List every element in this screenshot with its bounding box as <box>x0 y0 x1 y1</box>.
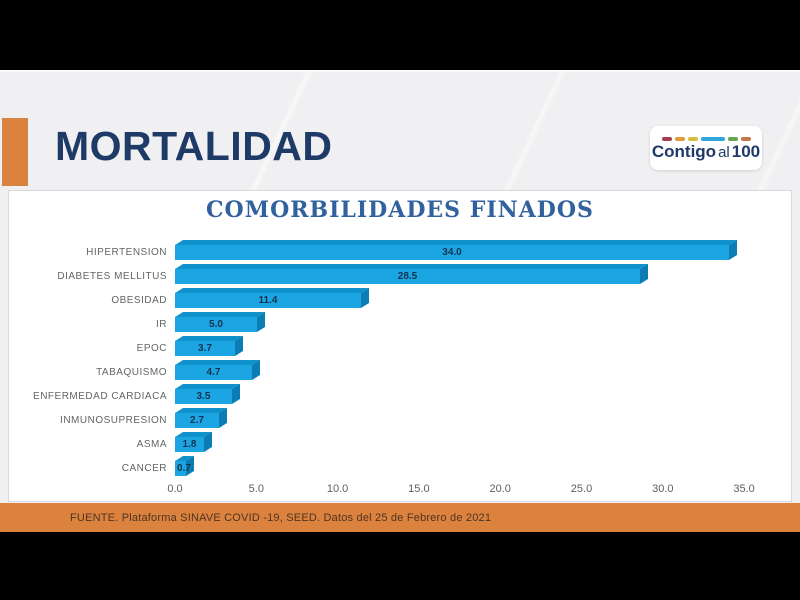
x-axis-tick-label: 10.0 <box>326 483 349 495</box>
logo-dash <box>687 137 698 141</box>
bar: 1.8 <box>175 432 212 452</box>
source-text: FUENTE. Plataforma SINAVE COVID -19, SEE… <box>70 512 492 524</box>
x-axis-tick-label: 30.0 <box>652 483 674 495</box>
chart-title: COMORBILIDADES FINADOS <box>206 197 594 223</box>
x-axis-tick-label: 20.0 <box>489 483 511 495</box>
bar-value-label: 4.7 <box>206 367 221 378</box>
bar-top-face <box>175 456 194 461</box>
logo-word-al: al <box>718 144 730 161</box>
logo-word-contigo: Contigo <box>651 142 717 161</box>
bar-front-face <box>175 389 232 404</box>
bar: 3.5 <box>175 384 240 404</box>
bar-side-face <box>729 240 737 260</box>
bar-front-face <box>175 365 252 380</box>
bar-top-face <box>175 384 240 389</box>
bar-front-face <box>175 317 257 332</box>
category-label: ENFERMEDAD CARDIACA <box>33 391 167 402</box>
category-label: DIABETES MELLITUS <box>57 271 167 282</box>
category-label: CANCER <box>121 463 167 474</box>
category-label: IR <box>156 319 167 330</box>
category-label: ASMA <box>136 439 167 450</box>
category-label: OBESIDAD <box>111 295 167 306</box>
category-label: INMUNOSUPRESION <box>60 415 167 426</box>
bar-side-face <box>219 408 227 428</box>
bar: 11.4 <box>175 288 369 308</box>
bar-value-label: 34.0 <box>442 247 462 258</box>
bar-front-face <box>175 341 235 356</box>
bar-value-label: 5.0 <box>209 319 223 330</box>
source-footer: FUENTE. Plataforma SINAVE COVID -19, SEE… <box>0 503 800 532</box>
chart-panel: COMORBILIDADES FINADOS HIPERTENSION 34.0 D… <box>8 190 792 502</box>
page-title: MORTALIDAD <box>55 123 333 169</box>
bar: 28.5 <box>175 264 648 284</box>
bar-side-face <box>235 336 243 356</box>
x-axis-tick-label: 0.0 <box>167 483 183 495</box>
bar-top-face <box>175 288 369 293</box>
bar-top-face <box>175 360 260 365</box>
bar-top-face <box>175 432 212 437</box>
category-label: HIPERTENSION <box>86 247 167 258</box>
logo-dash <box>700 137 725 141</box>
bar: 4.7 <box>175 360 260 380</box>
bar-front-face <box>175 437 204 452</box>
contigo-al-100-logo: Contigo al 100 <box>650 126 762 170</box>
bar-value-label: 3.7 <box>198 343 212 354</box>
logo-dash <box>661 137 672 141</box>
bar-value-label: 3.5 <box>196 391 211 402</box>
logo-dash <box>727 137 738 141</box>
bar-front-face <box>175 245 729 260</box>
logo-word-100: 100 <box>731 142 761 161</box>
bar-value-label: 1.8 <box>182 439 197 450</box>
orange-accent-bar <box>2 118 28 186</box>
bar-value-label: 28.5 <box>397 271 418 282</box>
bar-side-face <box>232 384 240 404</box>
bar: 0.7 <box>175 456 194 476</box>
bar-top-face <box>175 336 243 341</box>
bar-top-face <box>175 240 737 245</box>
bar: 34.0 <box>175 240 737 260</box>
bar-side-face <box>252 360 260 380</box>
bar-side-face <box>204 432 212 452</box>
logo-text: Contigo al 100 <box>652 143 760 161</box>
bar: 3.7 <box>175 336 243 356</box>
x-axis-tick-label: 35.0 <box>733 483 755 495</box>
bar-side-face <box>257 312 265 332</box>
bar-top-face <box>175 264 648 269</box>
slide: MORTALIDAD Contigo al 100 COMORBILIDADES F… <box>0 70 800 532</box>
slide-header: MORTALIDAD Contigo al 100 <box>0 72 800 190</box>
category-label: EPOC <box>136 343 167 354</box>
bar-value-label: 0.7 <box>177 463 191 474</box>
bar-side-face <box>361 288 369 308</box>
logo-color-dashes <box>660 137 752 141</box>
bar: 2.7 <box>175 408 227 428</box>
logo-dash <box>740 137 751 141</box>
bar-front-face <box>175 461 186 476</box>
bar: 5.0 <box>175 312 265 332</box>
x-axis-tick-label: 25.0 <box>570 483 593 495</box>
bar-top-face <box>175 312 265 317</box>
x-axis-tick-label: 5.0 <box>248 483 264 495</box>
bar-side-face <box>186 456 194 476</box>
x-axis-tick-label: 15.0 <box>408 483 430 495</box>
bar-front-face <box>175 413 219 428</box>
bar-front-face <box>175 293 361 308</box>
bar-front-face <box>175 269 640 284</box>
bar-value-label: 11.4 <box>258 295 278 306</box>
logo-dash <box>674 137 685 141</box>
bar-value-label: 2.7 <box>190 415 204 426</box>
bar-chart: HIPERTENSION 34.0 DIABETES MELLITUS 28.5 OBE… <box>9 191 791 501</box>
bar-top-face <box>175 408 227 413</box>
bar-side-face <box>640 264 648 284</box>
category-label: TABAQUISMO <box>96 367 167 378</box>
